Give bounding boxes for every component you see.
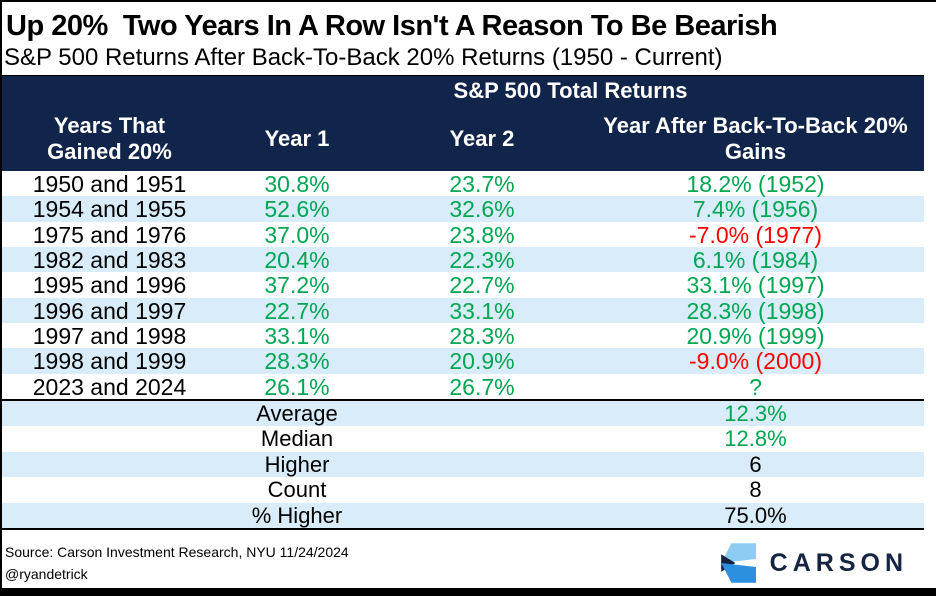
table-row: 1950 and 1951 30.8% 23.7% 18.2% (1952) [2,171,924,197]
carson-logo: CARSON [718,542,908,584]
summary-label: Count [267,477,327,503]
page-subtitle: S&P 500 Returns After Back-To-Back 20% R… [4,44,723,71]
year1-cell: 37.0% [264,221,330,248]
column-header-year1: Year 1 [264,125,330,151]
years-cell: 1998 and 1999 [32,348,187,375]
column-header-year2: Year 2 [449,125,515,151]
year-after-cell: 7.4% (1956) [692,196,819,223]
year2-cell: 26.7% [449,373,515,400]
column-header-years: Years That Gained 20% [47,112,172,164]
year2-cell: 23.8% [449,221,515,248]
bottom-divider-bar [2,588,936,596]
table-row: 1982 and 1983 20.4% 22.3% 6.1% (1984) [2,246,924,273]
group-header-row: S&P 500 Total Returns [2,76,924,106]
page-title: Up 20% Two Years In A Row Isn't A Reason… [6,10,778,42]
column-header-row: Years That Gained 20% Year 1 Year 2 Year… [2,106,924,171]
year1-cell: 33.1% [264,322,330,349]
year1-cell: 20.4% [264,246,330,273]
year-after-cell: 18.2% (1952) [686,171,825,197]
years-cell: 1995 and 1996 [32,272,187,299]
table-row: 1954 and 1955 52.6% 32.6% 7.4% (1956) [2,196,924,223]
year1-cell: 37.2% [264,272,330,299]
author-handle: @ryandetrick [5,566,88,583]
table-row: 1997 and 1998 33.1% 28.3% 20.9% (1999) [2,322,924,349]
year1-cell: 28.3% [264,348,330,375]
summary-value: 8 [749,477,762,503]
years-cell: 1982 and 1983 [32,246,187,273]
source-text: Source: Carson Investment Research, NYU … [5,544,349,561]
summary-row: Count 8 [2,477,924,502]
returns-table: S&P 500 Total Returns Years That Gained … [2,75,924,530]
table-row: 1975 and 1976 37.0% 23.8% -7.0% (1977) [2,221,924,248]
table-header: S&P 500 Total Returns Years That Gained … [2,75,924,171]
summary-label: Average [256,400,338,426]
table-row: 1998 and 1999 28.3% 20.9% -9.0% (2000) [2,348,924,375]
years-cell: 2023 and 2024 [32,373,187,400]
years-cell: 1975 and 1976 [32,221,187,248]
year-after-cell: -7.0% (1977) [689,221,822,248]
summary-label: Higher [264,451,330,477]
table-row: 2023 and 2024 26.1% 26.7% ? [2,373,924,400]
group-header-label: S&P 500 Total Returns [453,78,688,103]
year2-cell: 33.1% [449,297,515,324]
year-after-cell: 20.9% (1999) [686,322,825,349]
year1-cell: 26.1% [264,373,330,400]
footer: Source: Carson Investment Research, NYU … [2,530,936,591]
summary-value: 6 [749,451,762,477]
table-row: 1995 and 1996 37.2% 22.7% 33.1% (1997) [2,272,924,299]
year1-cell: 52.6% [264,196,330,223]
years-cell: 1954 and 1955 [32,196,187,223]
summary-label: % Higher [251,502,343,528]
years-cell: 1997 and 1998 [32,322,187,349]
table-body: 1950 and 1951 30.8% 23.7% 18.2% (1952) 1… [2,171,924,400]
summary-value: 12.3% [724,400,787,426]
summary-row: % Higher 75.0% [2,502,924,528]
year2-cell: 32.6% [449,196,515,223]
year-after-cell: ? [749,373,762,400]
years-cell: 1996 and 1997 [32,297,187,324]
year1-cell: 30.8% [264,171,330,197]
summary-section: Average 12.3% Median 12.8% Higher 6 Coun… [2,398,924,530]
carson-wordmark: CARSON [769,548,908,577]
summary-value: 12.8% [724,426,787,452]
year2-cell: 20.9% [449,348,515,375]
summary-row: Higher 6 [2,451,924,478]
year-after-cell: 33.1% (1997) [686,272,825,299]
year-after-cell: 28.3% (1998) [686,297,825,324]
carson-logo-icon [720,543,756,584]
year1-cell: 22.7% [264,297,330,324]
year2-cell: 22.3% [449,246,515,273]
year2-cell: 28.3% [449,322,515,349]
year2-cell: 22.7% [449,272,515,299]
summary-row: Average 12.3% [2,400,924,427]
year2-cell: 23.7% [449,171,515,197]
year-after-cell: -9.0% (2000) [689,348,822,375]
column-header-year-after: Year After Back-To-Back 20% Gains [603,112,908,164]
summary-row: Median 12.8% [2,426,924,451]
summary-label: Median [260,426,334,452]
summary-value: 75.0% [724,502,787,528]
years-cell: 1950 and 1951 [32,171,187,197]
source-block: Source: Carson Investment Research, NYU … [5,541,349,585]
year-after-cell: 6.1% (1984) [692,246,819,273]
table-row: 1996 and 1997 22.7% 33.1% 28.3% (1998) [2,297,924,324]
